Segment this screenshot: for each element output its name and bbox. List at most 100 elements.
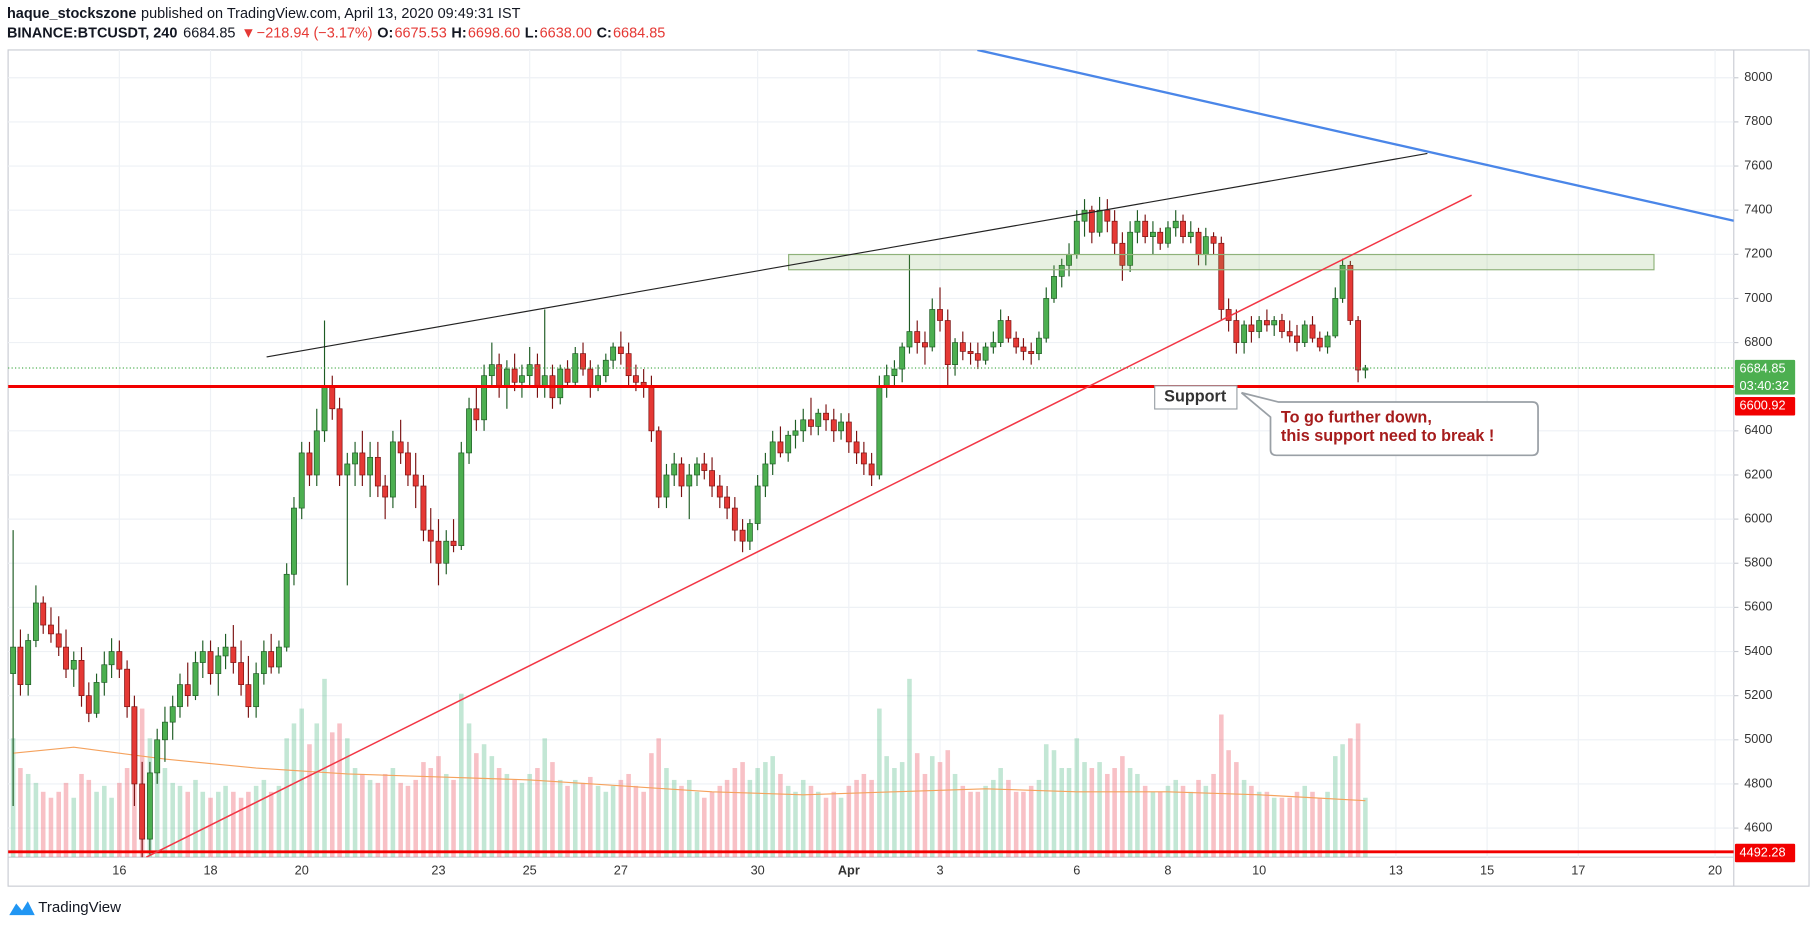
candle-body xyxy=(632,375,639,383)
candle-body xyxy=(739,529,746,542)
candle-body xyxy=(230,646,237,663)
volume-bar xyxy=(1348,738,1353,858)
volume-bar xyxy=(557,779,563,858)
y-tick-label: 6000 xyxy=(1744,510,1772,525)
callout-box xyxy=(1240,391,1539,457)
trendline xyxy=(977,49,1734,222)
volume-bar xyxy=(998,768,1003,858)
candle-body xyxy=(101,664,108,683)
candle-body xyxy=(481,375,488,421)
volume-bar xyxy=(1310,791,1315,858)
candle-body xyxy=(283,573,290,648)
candle-body xyxy=(511,368,518,383)
candle-body xyxy=(291,507,297,575)
candle-body xyxy=(1241,324,1248,343)
volume-bar xyxy=(1135,773,1140,858)
candle-body xyxy=(32,602,39,641)
volume-bar xyxy=(1317,797,1323,858)
volume-bar xyxy=(208,797,213,858)
volume-bar xyxy=(1066,768,1072,858)
candle-body xyxy=(1347,264,1354,321)
candle-body xyxy=(215,655,222,674)
quote-part: H: xyxy=(451,26,466,42)
volume-bar xyxy=(63,782,69,858)
volume-bar xyxy=(770,756,775,858)
candle-body xyxy=(1309,324,1316,339)
volume-bar xyxy=(641,791,646,858)
candle-body xyxy=(116,651,123,670)
candle-body xyxy=(1005,320,1012,339)
volume-bar xyxy=(284,738,289,858)
candle-body xyxy=(48,624,54,635)
volume-bar xyxy=(732,768,738,858)
candle-body xyxy=(1286,331,1293,337)
volume-bar xyxy=(1241,779,1247,858)
callout-text: this support need to break ! xyxy=(1281,427,1494,445)
candle-body xyxy=(838,421,845,432)
candle-body xyxy=(1256,320,1263,332)
volume-bar xyxy=(1051,750,1057,858)
candle-body xyxy=(686,474,693,487)
candle-body xyxy=(124,668,131,708)
candle-body xyxy=(443,540,450,564)
x-tick-label: 17 xyxy=(1571,862,1585,877)
candle-body xyxy=(17,646,24,685)
x-tick-label: 18 xyxy=(203,862,217,877)
candle-body xyxy=(1279,320,1285,332)
volume-bar xyxy=(899,762,905,858)
volume-bar xyxy=(1028,785,1034,858)
volume-bar xyxy=(960,785,966,858)
volume-bar xyxy=(945,750,951,858)
candle-body xyxy=(405,452,411,476)
volume-bar xyxy=(1249,785,1254,858)
candle-body xyxy=(1020,346,1027,352)
volume-bar xyxy=(565,785,570,858)
candle-body xyxy=(25,640,32,685)
frame xyxy=(7,49,1810,887)
candle-body xyxy=(412,474,419,487)
candle-body xyxy=(78,660,85,697)
candle-body xyxy=(329,386,336,410)
candle-body xyxy=(967,351,974,354)
candle-body xyxy=(389,441,396,498)
candle-body xyxy=(1210,236,1217,244)
volume-bar xyxy=(170,782,175,858)
candle-body xyxy=(1058,264,1065,277)
candle-body xyxy=(974,353,981,361)
volume-bar xyxy=(337,723,342,858)
volume-bar xyxy=(907,678,912,858)
candle-body xyxy=(1028,351,1035,354)
volume-bar xyxy=(154,753,160,858)
volume-bar xyxy=(580,782,586,858)
candle-body xyxy=(1081,209,1088,222)
candle-body xyxy=(1316,337,1323,348)
candle-body xyxy=(929,309,936,348)
callout-text: To go further down, xyxy=(1281,409,1432,427)
candle-body xyxy=(139,783,146,840)
candle-body xyxy=(63,646,69,670)
volume-bar xyxy=(724,779,730,858)
volume-bar xyxy=(755,768,760,858)
drawings xyxy=(8,49,1734,858)
logo-icon xyxy=(9,901,35,916)
candle-body xyxy=(860,452,867,465)
price-label: 6684.85 xyxy=(1740,361,1786,376)
y-tick-label: 5000 xyxy=(1744,731,1772,746)
x-tick-label: Apr xyxy=(838,862,860,877)
volume-bar xyxy=(94,791,99,858)
quote-part: L: xyxy=(525,26,539,42)
candle-body xyxy=(488,364,495,377)
volume-bar xyxy=(291,723,297,858)
y-tick-label: 6800 xyxy=(1744,334,1772,349)
y-tick-label: 4600 xyxy=(1744,819,1772,834)
volume-bar xyxy=(345,738,350,858)
volume-bar xyxy=(504,773,510,858)
header-line: haque_stockszone published on TradingView… xyxy=(7,6,521,22)
candle-body xyxy=(374,456,381,487)
y-tick-label: 5400 xyxy=(1744,643,1772,658)
support-box xyxy=(1154,385,1238,410)
candle-body xyxy=(222,646,229,657)
candle-body xyxy=(876,386,883,476)
candle-body xyxy=(610,346,617,361)
